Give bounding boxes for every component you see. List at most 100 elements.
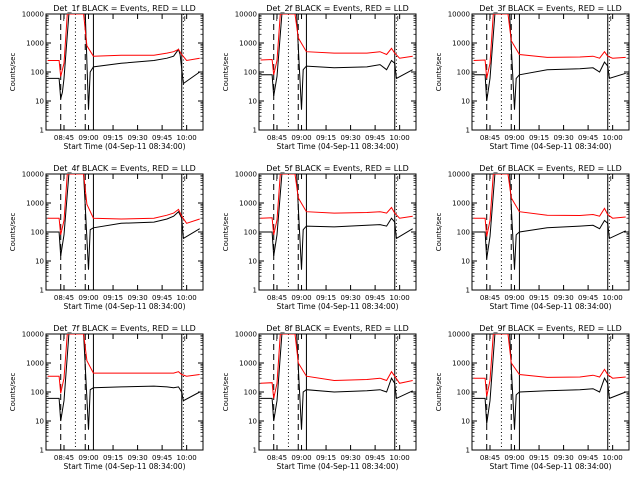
note-mark: I [397,175,399,183]
y-tick-label: 1000 [26,200,44,208]
y-tick-label: 100 [244,229,257,237]
chart-panel: Det_6f BLACK = Events, RED = LLD 1 10 100 10… [426,160,639,320]
y-tick-label: 100 [31,229,44,237]
chart-panel: Det_1f BLACK = Events, RED = LLD 1 10 100 10… [0,0,213,160]
x-tick-label: 09:30 [127,134,147,142]
note-mark: I [184,335,186,343]
y-tick-label: 1000 [239,360,257,368]
y-tick-label: 10000 [22,331,44,339]
note-mark: I [610,175,612,183]
y-tick-label: 10 [248,98,257,106]
chart-svg: Det_5f BLACK = Events, RED = LLD 1 10 100 10… [222,164,417,311]
x-tick-label: 09:00 [78,454,98,462]
x-tick-label: 09:30 [340,134,360,142]
y-tick-label: 10 [248,418,257,426]
plot-frame [45,13,204,131]
x-tick-label: 09:15 [316,134,336,142]
lld-series-line [473,174,626,237]
events-series-line [47,174,200,270]
y-axis-label: Counts/sec [222,213,230,252]
chart-title: Det_2f BLACK = Events, RED = LLD [266,4,409,13]
note-mark: I [63,15,65,23]
x-tick-label: 09:00 [78,134,98,142]
y-tick-label: 1000 [452,200,470,208]
y-tick-label: 1 [253,127,257,135]
y-tick-label: 100 [457,69,470,77]
lld-series-line [473,334,626,397]
plot-frame [471,173,630,291]
chart-svg: Det_9f BLACK = Events, RED = LLD 1 10 100 10… [435,324,630,471]
y-axis-label: Counts/sec [9,53,17,92]
y-tick-label: 10000 [235,331,257,339]
lld-series-line [260,14,413,75]
chart-svg: Det_6f BLACK = Events, RED = LLD 1 10 100 10… [435,164,630,311]
lld-series-line [47,174,200,235]
y-tick-label: 10000 [22,11,44,19]
x-tick-label: 08:45 [267,454,287,462]
note-mark: I [276,15,278,23]
x-tick-label: 09:45 [578,294,598,302]
y-tick-label: 10000 [448,171,470,179]
x-tick-label: 08:45 [54,454,74,462]
x-tick-label: 09:45 [578,134,598,142]
y-tick-label: 1 [40,447,44,455]
y-tick-label: 10 [461,258,470,266]
x-tick-label: 09:30 [127,454,147,462]
plot-frame [471,13,630,131]
plot-frame [45,173,204,291]
x-tick-label: 10:00 [390,454,410,462]
y-tick-label: 1 [40,127,44,135]
x-tick-label: 08:45 [267,134,287,142]
y-tick-label: 10000 [235,11,257,19]
chart-title: Det_7f BLACK = Events, RED = LLD [53,324,196,333]
x-tick-label: 09:00 [291,294,311,302]
x-axis-label: Start Time (04-Sep-11 08:34:00) [490,302,612,311]
events-series-line [473,14,626,110]
x-axis-label: Start Time (04-Sep-11 08:34:00) [277,462,399,471]
x-tick-label: 09:30 [553,134,573,142]
x-tick-label: 09:00 [291,454,311,462]
x-axis-label: Start Time (04-Sep-11 08:34:00) [64,142,186,151]
x-tick-label: 09:00 [78,294,98,302]
y-tick-label: 1000 [239,40,257,48]
chart-title: Det_5f BLACK = Events, RED = LLD [266,164,409,173]
y-axis-label: Counts/sec [435,373,443,412]
y-tick-label: 10 [35,98,44,106]
lld-series-line [473,14,626,79]
y-axis-label: Counts/sec [222,53,230,92]
y-tick-label: 1000 [452,360,470,368]
y-axis-label: Counts/sec [9,213,17,252]
y-axis-label: Counts/sec [9,373,17,412]
chart-panel: Det_4f BLACK = Events, RED = LLD 1 10 100 10… [0,160,213,320]
y-tick-label: 10000 [448,11,470,19]
note-mark: I [184,15,186,23]
chart-panel: Det_7f BLACK = Events, RED = LLD 1 10 100 10… [0,320,213,480]
lld-series-line [47,14,200,77]
note-mark: I [397,15,399,23]
y-tick-label: 100 [457,229,470,237]
x-tick-label: 09:00 [291,134,311,142]
events-series-line [473,174,626,270]
note-mark: I [184,175,186,183]
x-tick-label: 08:45 [480,134,500,142]
x-tick-label: 09:15 [529,134,549,142]
chart-title: Det_9f BLACK = Events, RED = LLD [479,324,622,333]
x-tick-label: 09:15 [103,134,123,142]
chart-panel: Det_9f BLACK = Events, RED = LLD 1 10 100 10… [426,320,639,480]
y-tick-label: 10 [461,98,470,106]
x-tick-label: 08:45 [267,294,287,302]
y-tick-label: 10000 [448,331,470,339]
x-axis-label: Start Time (04-Sep-11 08:34:00) [277,302,399,311]
x-tick-label: 08:45 [480,454,500,462]
chart-svg: Det_8f BLACK = Events, RED = LLD 1 10 100 10… [222,324,417,471]
chart-title: Det_3f BLACK = Events, RED = LLD [479,4,622,13]
x-axis-label: Start Time (04-Sep-11 08:34:00) [64,462,186,471]
x-tick-label: 09:45 [152,134,172,142]
y-tick-label: 100 [457,389,470,397]
y-axis-label: Counts/sec [435,53,443,92]
x-tick-label: 09:30 [553,454,573,462]
y-tick-label: 10 [35,418,44,426]
chart-svg: Det_3f BLACK = Events, RED = LLD 1 10 100 10… [435,4,630,151]
events-series-line [260,14,413,110]
